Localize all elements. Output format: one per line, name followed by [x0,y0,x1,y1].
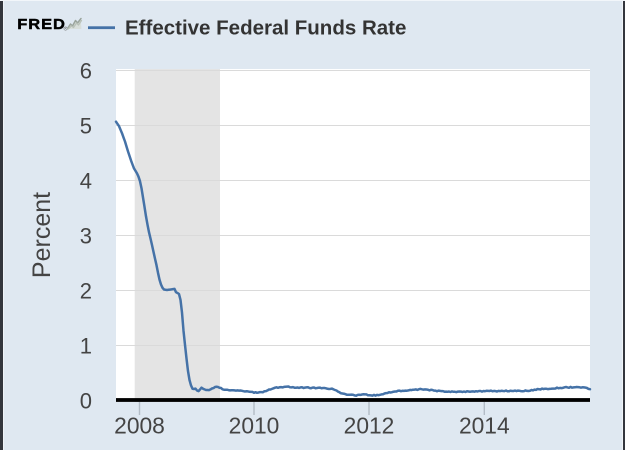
svg-text:5: 5 [80,114,92,139]
svg-text:Effective Federal Funds Rate: Effective Federal Funds Rate [125,17,406,40]
svg-text:6: 6 [80,59,92,84]
svg-text:2012: 2012 [344,413,395,439]
svg-text:Percent: Percent [28,192,56,278]
svg-text:2014: 2014 [459,413,510,439]
svg-text:®: ® [64,26,68,33]
svg-text:3: 3 [80,224,92,249]
svg-text:1: 1 [80,334,92,359]
svg-text:FRED: FRED [17,17,66,33]
svg-text:2: 2 [80,279,92,304]
svg-text:2008: 2008 [114,413,165,439]
svg-text:0: 0 [80,389,92,414]
svg-text:2010: 2010 [229,413,280,439]
svg-text:4: 4 [80,169,92,194]
